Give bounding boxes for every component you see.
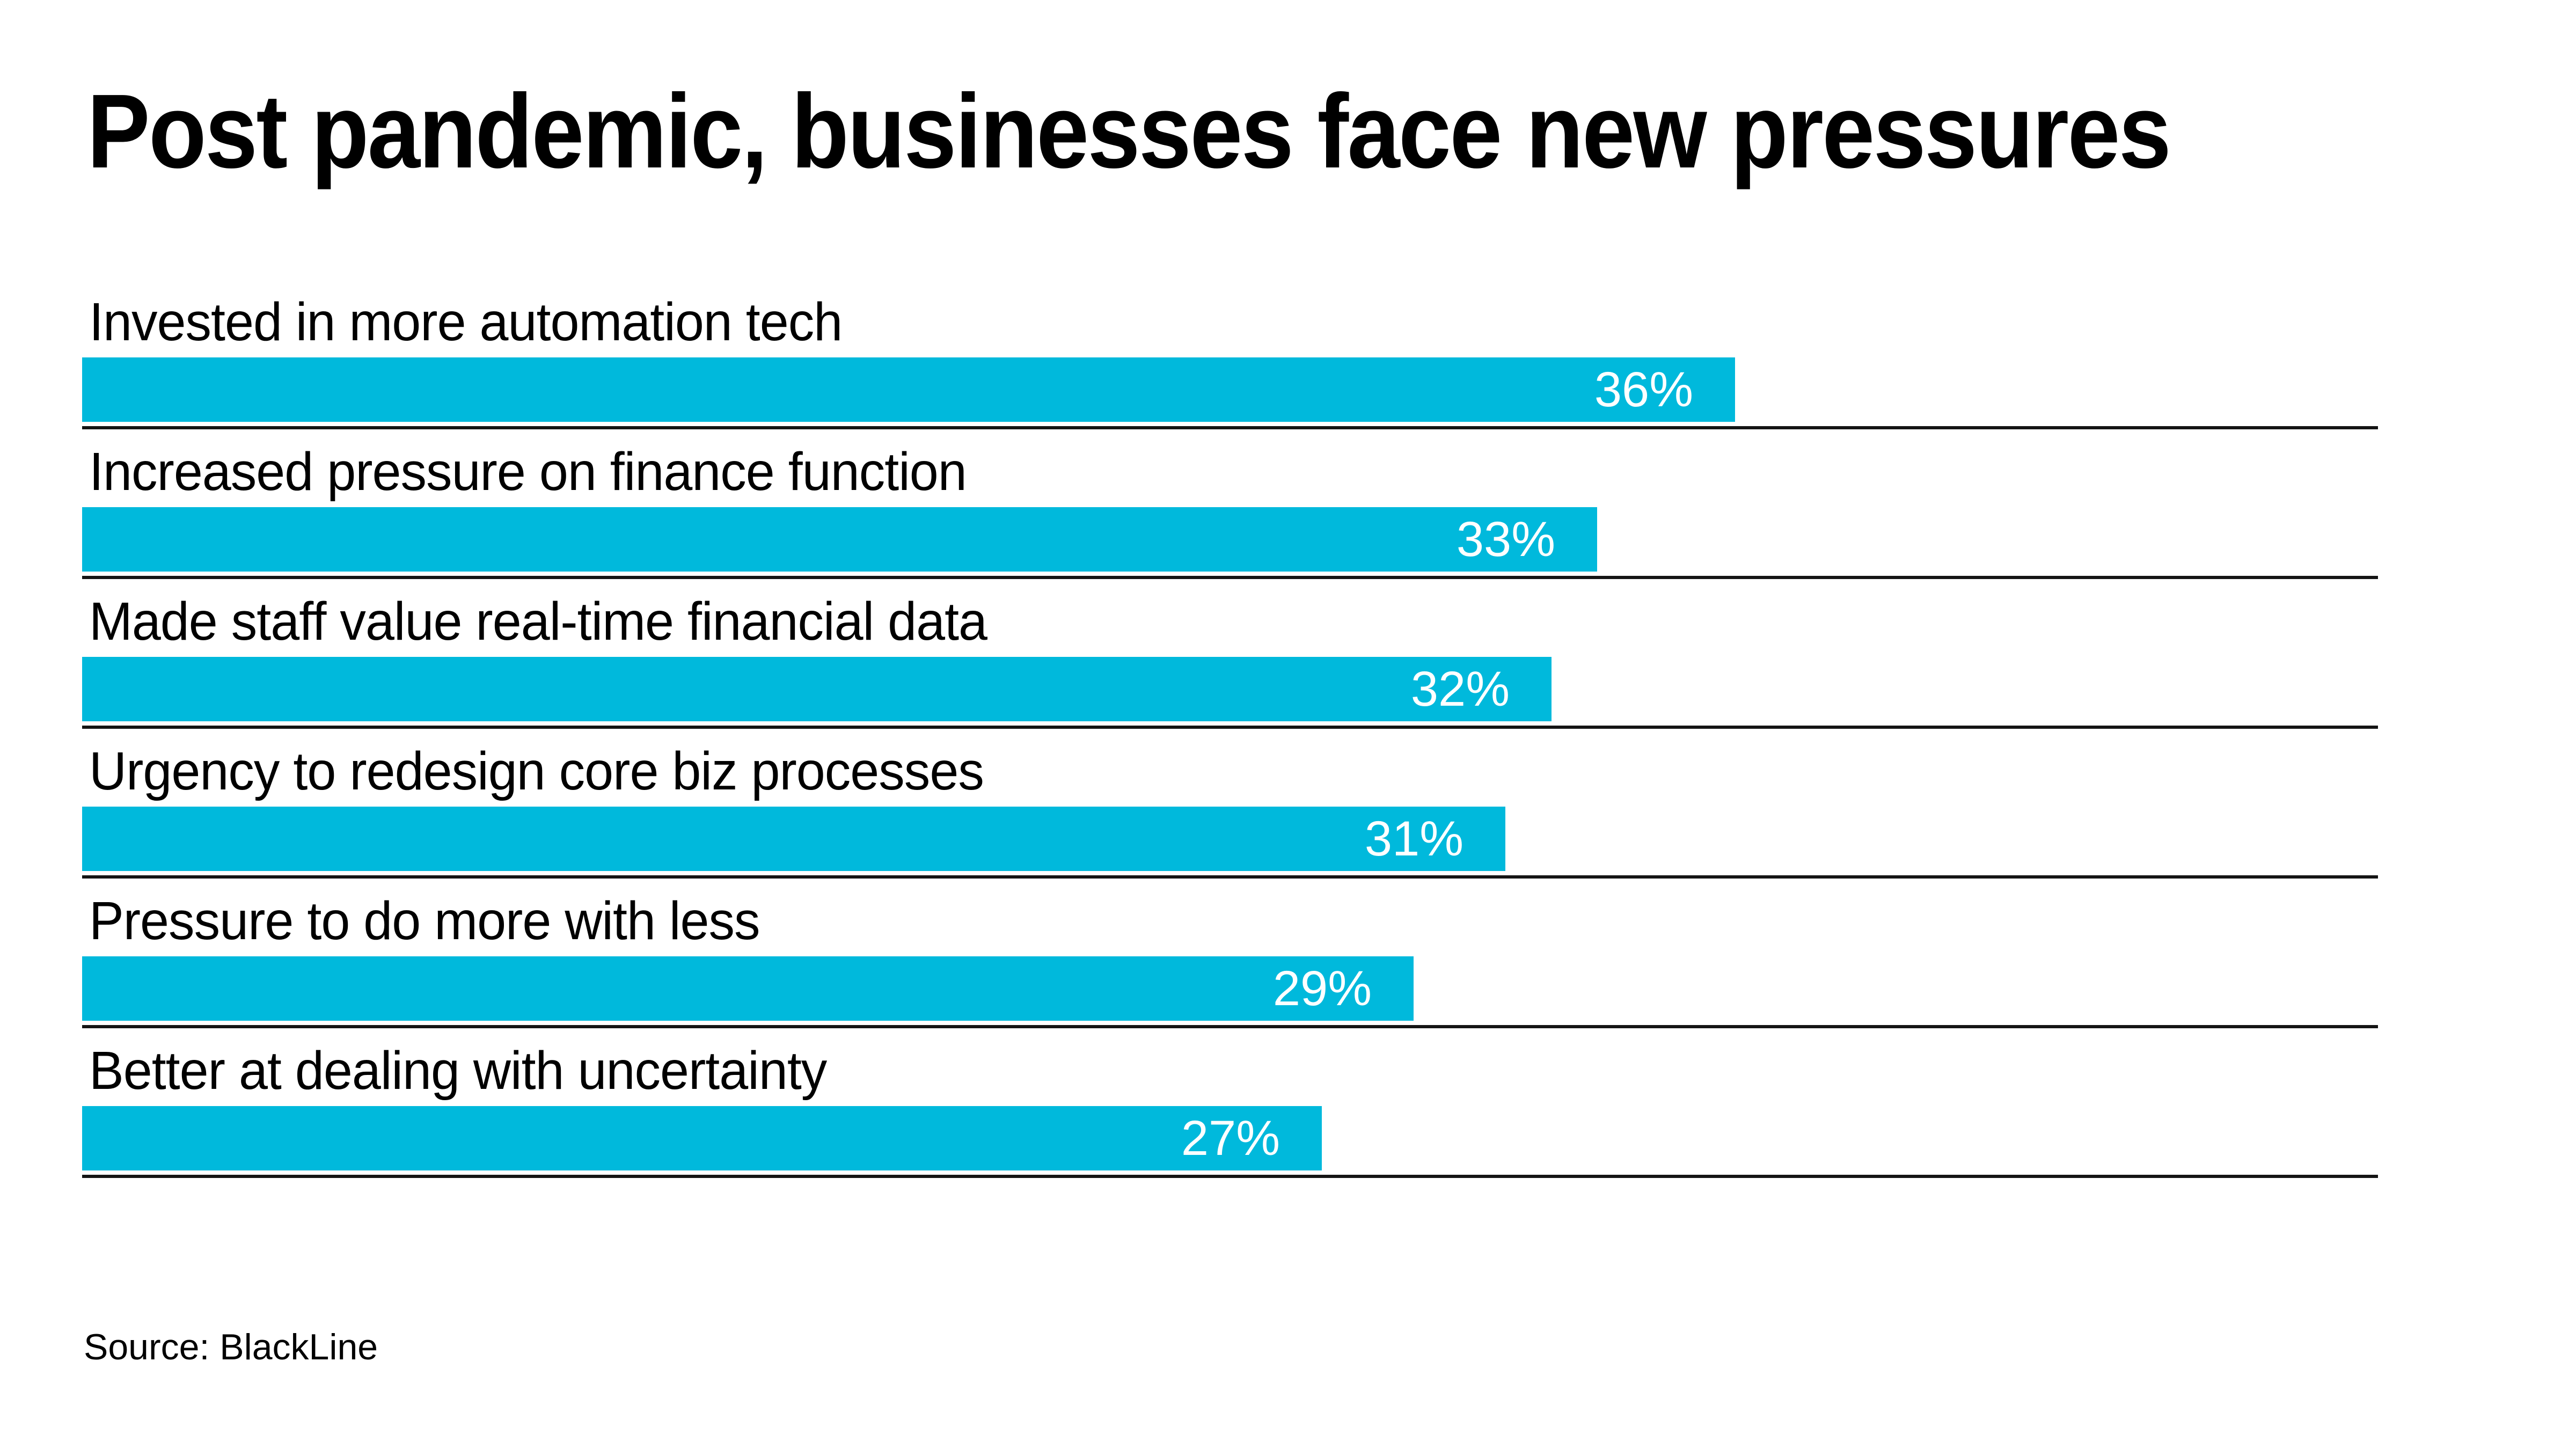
bar-chart: Invested in more automation tech 36% Inc…	[82, 0, 2378, 1449]
row-rule	[82, 726, 2378, 729]
source-note: Source: BlackLine	[84, 1327, 378, 1367]
bar-value: 29%	[1272, 961, 1372, 1016]
row-rule	[82, 426, 2378, 429]
row-rule	[82, 576, 2378, 579]
bar-value: 32%	[1410, 662, 1510, 716]
bar-label: Pressure to do more with less	[89, 891, 760, 951]
bar-label: Urgency to redesign core biz processes	[89, 741, 984, 801]
bar-value: 31%	[1364, 811, 1463, 866]
bar-label: Increased pressure on finance function	[89, 442, 967, 502]
row-rule	[82, 875, 2378, 879]
bar: 33%	[82, 507, 1597, 572]
bar: 27%	[82, 1106, 1322, 1170]
bar-label: Invested in more automation tech	[89, 292, 843, 352]
bar-label: Made staff value real-time financial dat…	[89, 591, 987, 652]
bar-value: 27%	[1181, 1111, 1280, 1166]
bar: 32%	[82, 657, 1552, 721]
bar-value: 36%	[1594, 362, 1693, 417]
bar-value: 33%	[1456, 512, 1555, 567]
row-rule	[82, 1175, 2378, 1178]
bar: 31%	[82, 807, 1505, 871]
bar: 36%	[82, 357, 1735, 422]
row-rule	[82, 1025, 2378, 1028]
bar: 29%	[82, 956, 1414, 1021]
chart-title: Post pandemic, businesses face new press…	[87, 72, 2171, 190]
bar-label: Better at dealing with uncertainty	[89, 1041, 827, 1101]
